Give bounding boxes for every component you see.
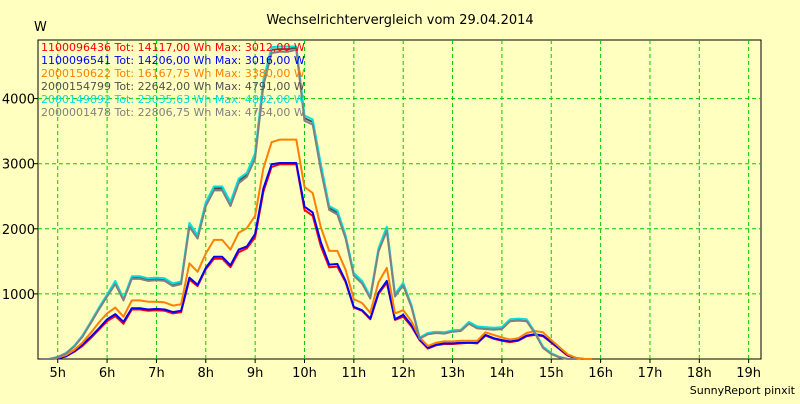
y-tick-label: 4000 [2, 93, 35, 108]
y-tick-label: 2000 [2, 223, 35, 238]
x-tick-label: 16h [588, 366, 613, 381]
legend-entry-2000149892: 2000149892 Tot: 23035,63 Wh Max: 4802,00… [41, 93, 305, 106]
x-tick-label: 15h [539, 366, 564, 381]
x-tick-label: 13h [440, 366, 465, 381]
x-tick-label: 10h [292, 366, 317, 381]
x-tick-label: 5h [49, 366, 66, 381]
legend-entry-2000001478: 2000001478 Tot: 22806,75 Wh Max: 4754,00… [41, 106, 305, 119]
legend-entry-2000150622: 2000150622 Tot: 16167,75 Wh Max: 3380,00… [41, 67, 305, 80]
y-axis-ticks: 1000 2000 3000 4000 [2, 93, 38, 303]
x-tick-label: 9h [247, 366, 264, 381]
x-tick-label: 18h [687, 366, 712, 381]
series-line-2000001478 [41, 48, 576, 360]
footer-credit: SunnyReport pinxit [690, 384, 796, 397]
plot-area [37, 39, 762, 360]
x-tick-label: 7h [148, 366, 165, 381]
y-tick-label: 3000 [2, 158, 35, 173]
x-tick-label: 12h [391, 366, 416, 381]
y-tick-label: 1000 [2, 288, 35, 303]
y-axis-unit-label: W [34, 20, 47, 35]
legend-entry-1100096541: 1100096541 Tot: 14206,00 Wh Max: 3016,00… [41, 54, 305, 67]
x-tick-label: 11h [341, 366, 366, 381]
series-lines [41, 45, 593, 360]
x-axis-ticks: 5h 6h 7h 8h 9h 10h 11h 12h 13h 14h 15h 16h 17h 18h 19h [49, 359, 761, 381]
legend-entry-2000154799: 2000154799 Tot: 22642,00 Wh Max: 4791,00… [41, 80, 305, 93]
legend: 1100096436 Tot: 14117,00 Wh Max: 3012,00… [41, 41, 305, 119]
x-tick-label: 17h [638, 366, 663, 381]
series-line-2000150622 [41, 138, 593, 360]
x-tick-label: 8h [198, 366, 215, 381]
chart-title: Wechselrichtervergleich vom 29.04.2014 [266, 13, 533, 28]
x-tick-label: 19h [736, 366, 761, 381]
series-line-1100096541 [41, 162, 593, 360]
x-tick-label: 6h [99, 366, 116, 381]
legend-entry-1100096436: 1100096436 Tot: 14117,00 Wh Max: 3012,00… [41, 41, 305, 54]
grid-lines [38, 40, 761, 359]
x-tick-label: 14h [490, 366, 515, 381]
